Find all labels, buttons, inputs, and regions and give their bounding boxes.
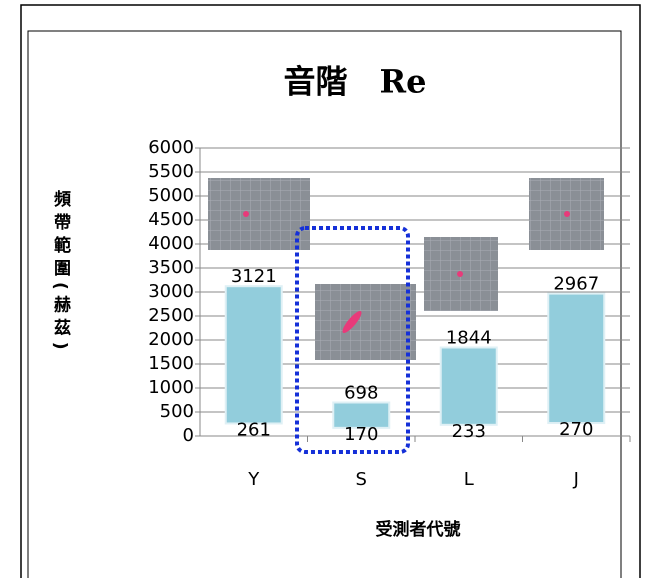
y-tick-label: 6000 bbox=[148, 137, 194, 158]
thumbnail bbox=[208, 178, 310, 250]
y-tick-label: 2500 bbox=[148, 305, 194, 326]
thumbnail-dot bbox=[457, 271, 463, 277]
y-tick-label: 0 bbox=[183, 425, 194, 446]
thumbnail-dot bbox=[243, 211, 249, 217]
thumbnail-dot bbox=[564, 211, 570, 217]
thumbnail bbox=[315, 284, 416, 360]
range-bar bbox=[439, 346, 498, 426]
y-tick-label: 500 bbox=[160, 401, 194, 422]
labels: Y 3121 261 S 698 170 L 1844 233 J 2967 270 bbox=[231, 266, 599, 490]
low-label: 261 bbox=[237, 419, 271, 440]
bars bbox=[224, 285, 606, 429]
y-tick-label: 3500 bbox=[148, 257, 194, 278]
x-tick-label: Y bbox=[247, 469, 260, 490]
y-tick-label: 3000 bbox=[148, 281, 194, 302]
range-bar bbox=[547, 292, 606, 425]
x-tick-label: J bbox=[573, 469, 579, 490]
range-bar bbox=[224, 285, 283, 425]
low-label: 270 bbox=[559, 419, 593, 440]
high-label: 3121 bbox=[231, 266, 277, 287]
outer-frame bbox=[20, 4, 641, 578]
y-tick-label: 1000 bbox=[148, 377, 194, 398]
thumbnails bbox=[208, 178, 604, 360]
high-label: 2967 bbox=[553, 274, 599, 295]
high-label: 1844 bbox=[446, 327, 492, 348]
chart-frame bbox=[27, 30, 622, 578]
highlight-box bbox=[295, 226, 410, 454]
thumbnail-dot bbox=[342, 310, 362, 334]
low-label: 233 bbox=[452, 421, 486, 442]
low-label: 170 bbox=[344, 424, 378, 445]
range-bar bbox=[332, 401, 391, 429]
x-tick-label: L bbox=[464, 469, 474, 490]
x-tick-label: S bbox=[356, 469, 367, 490]
y-tick-label: 5000 bbox=[148, 185, 194, 206]
y-axis-title: 頻帶範圍(赫茲) bbox=[50, 189, 72, 356]
y-tick-label: 4000 bbox=[148, 233, 194, 254]
y-tick-label: 1500 bbox=[148, 353, 194, 374]
chart-title: 音階 Re bbox=[284, 63, 427, 101]
y-tick-label: 4500 bbox=[148, 209, 194, 230]
high-label: 698 bbox=[344, 382, 378, 403]
y-tick-label: 2000 bbox=[148, 329, 194, 350]
y-tick-label: 5500 bbox=[148, 161, 194, 182]
x-axis-title: 受測者代號 bbox=[376, 519, 461, 540]
